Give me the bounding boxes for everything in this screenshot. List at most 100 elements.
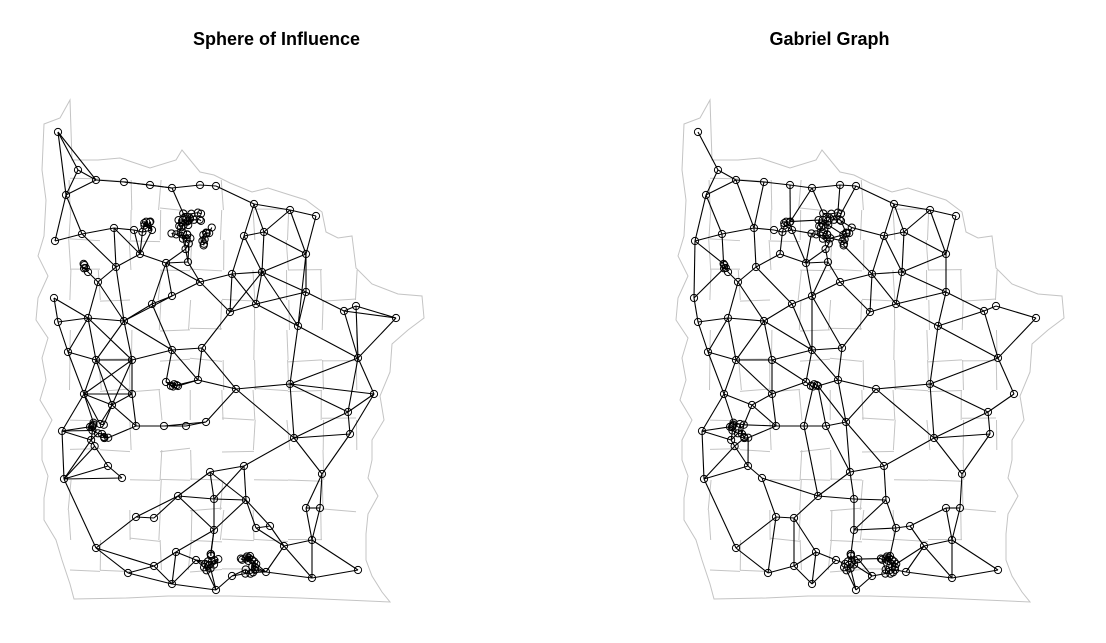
- graph-node: [787, 299, 797, 309]
- county-line: [321, 479, 324, 511]
- graph-edge: [789, 187, 813, 222]
- graph-edge: [205, 388, 237, 423]
- county-line: [321, 298, 357, 302]
- graph-node: [211, 181, 221, 191]
- graph-node: [818, 215, 827, 224]
- graph-node: [985, 429, 995, 439]
- graph-edge: [753, 227, 757, 268]
- graph-edge: [741, 424, 745, 435]
- graph-edge: [123, 295, 173, 322]
- graph-edge: [779, 253, 807, 264]
- county-line: [961, 298, 997, 302]
- graph-node: [941, 503, 951, 513]
- county-line: [859, 479, 864, 511]
- graph-edge: [283, 545, 313, 579]
- graph-node: [145, 218, 154, 227]
- graph-node: [833, 375, 843, 385]
- county-line: [252, 389, 256, 421]
- graph-node: [884, 556, 893, 565]
- county-line: [129, 537, 161, 542]
- graph-node: [838, 236, 847, 245]
- graph-edge: [730, 432, 739, 441]
- graph-node: [811, 547, 821, 557]
- graph-node: [842, 229, 851, 238]
- graph-node: [50, 236, 60, 246]
- graph-edge: [837, 347, 843, 381]
- county-line: [158, 389, 163, 421]
- graph-node: [79, 264, 89, 273]
- graph-edge: [289, 383, 349, 413]
- graph-edge: [793, 551, 817, 567]
- graph-edge: [253, 203, 291, 211]
- graph-node: [821, 244, 830, 254]
- county-line: [219, 209, 223, 241]
- county-line: [769, 537, 801, 542]
- graph-node: [261, 567, 271, 577]
- county-line: [709, 269, 712, 301]
- graph-edge: [923, 545, 953, 579]
- graph-edge: [142, 229, 153, 233]
- graph-edge: [815, 231, 822, 235]
- graph-node: [181, 421, 191, 431]
- county-line: [830, 449, 832, 481]
- graph-edge: [185, 243, 190, 250]
- county-line: [286, 419, 291, 451]
- graph-node: [892, 559, 901, 569]
- graph-edge: [761, 477, 819, 497]
- graph-edge: [694, 233, 723, 242]
- graph-node: [166, 381, 175, 390]
- county-line: [893, 387, 929, 392]
- graph-node: [91, 175, 101, 185]
- graph-edge: [811, 187, 824, 214]
- graph-edge: [875, 388, 935, 439]
- graph-edge: [825, 243, 830, 250]
- graph-edge: [63, 477, 123, 480]
- graph-edge: [767, 516, 777, 574]
- graph-edge: [830, 237, 843, 242]
- graph-edge: [933, 411, 989, 439]
- graph-edge: [883, 465, 887, 501]
- graph-node: [196, 216, 206, 225]
- county-line: [159, 329, 191, 332]
- county-line: [221, 417, 255, 421]
- graph-node: [167, 345, 177, 355]
- graph-edge: [255, 527, 285, 547]
- graph-node: [343, 407, 353, 417]
- graph-node: [250, 557, 259, 566]
- graph-edge: [177, 495, 215, 531]
- graph-node: [899, 227, 909, 237]
- graph-node: [225, 307, 235, 317]
- graph-edge: [165, 262, 201, 283]
- graph-edge: [283, 539, 313, 547]
- graph-edge: [65, 169, 79, 196]
- graph-node: [251, 523, 261, 533]
- graph-node: [775, 249, 785, 259]
- graph-edge: [701, 430, 732, 441]
- graph-node: [79, 389, 89, 399]
- graph-edge: [775, 516, 795, 519]
- graph-edge: [185, 248, 189, 263]
- graph-edge: [209, 465, 245, 473]
- graph-node: [837, 343, 847, 353]
- graph-edge: [697, 131, 719, 171]
- graph-edge: [343, 310, 397, 319]
- graph-edge: [983, 310, 999, 359]
- graph-edge: [357, 317, 397, 359]
- graph-edge: [903, 209, 931, 233]
- graph-node: [93, 429, 103, 438]
- graph-edge: [905, 571, 953, 579]
- graph-node: [824, 220, 833, 230]
- graph-edge: [153, 565, 173, 585]
- graph-edge: [63, 439, 92, 480]
- graph-edge: [135, 495, 179, 518]
- graph-node: [353, 353, 363, 363]
- county-line: [157, 269, 162, 301]
- graph-edge: [839, 184, 857, 187]
- county-line: [288, 299, 290, 331]
- graph-edge: [763, 181, 791, 186]
- graph-node: [731, 175, 741, 185]
- graph-edge: [875, 383, 931, 390]
- county-line: [189, 357, 223, 362]
- graph-node: [849, 494, 859, 504]
- graph-node: [315, 503, 325, 513]
